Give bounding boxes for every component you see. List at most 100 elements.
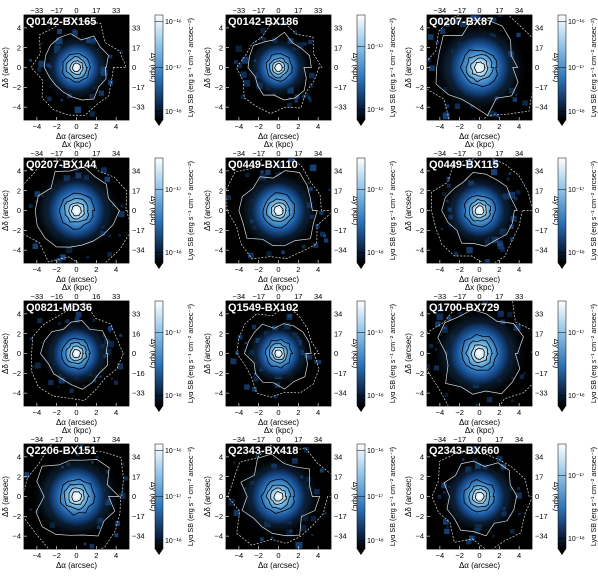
y-tick-label: 4 — [17, 309, 21, 318]
right-tick-label: −34 — [334, 389, 347, 398]
right-tick-label: −17 — [132, 512, 145, 521]
emission-map — [227, 444, 331, 549]
y-tick-label: 2 — [420, 472, 424, 481]
panel-title: Q0449-BX115 — [429, 159, 499, 171]
x-tick-label: 4 — [114, 122, 118, 131]
x-tick-label: −4 — [33, 122, 42, 131]
x-tick-label: 4 — [114, 265, 118, 274]
x-tick-label: −2 — [254, 551, 263, 560]
top-tick-label: 0 — [477, 292, 481, 301]
y-tick-label: 2 — [420, 43, 424, 52]
top-tick-label: 16 — [92, 292, 100, 301]
right-tick-label: 0 — [535, 492, 539, 501]
top-tick-label: −33 — [31, 292, 44, 301]
y-tick-label: −4 — [415, 246, 424, 255]
colorbar-label: Lyα SB (erg s⁻¹ cm⁻² arcsec⁻²) — [186, 161, 195, 260]
top-tick-label: 17 — [92, 435, 100, 444]
panel-title: Q0449-BX110 — [228, 159, 298, 171]
x-tick-label: 2 — [296, 408, 300, 417]
right-tick-label: −34 — [334, 246, 347, 255]
x-tick-label: 0 — [74, 122, 78, 131]
y-axis-label: Δδ (arcsec) — [203, 333, 212, 374]
right-tick-label: 34 — [535, 23, 543, 32]
x-tick-label: −2 — [254, 122, 263, 131]
panel: Q1700-BX729 −4 −2 0 2 4 4 2 0 −2 −4 −33 −17 0 17 33 33 17… — [404, 283, 598, 427]
right-tick-label: −17 — [132, 83, 145, 92]
x-top-axis-label: Δx (kpc) — [62, 283, 92, 292]
right-tick-label: 17 — [334, 329, 342, 338]
x-tick-label: 2 — [94, 551, 98, 560]
y-tick-label: 4 — [219, 309, 223, 318]
x-tick-label: −2 — [52, 408, 61, 417]
colorbar-tick-label: 10⁻¹⁷ — [568, 65, 585, 72]
right-tick-label: 0 — [334, 349, 338, 358]
right-tick-label: −34 — [132, 246, 145, 255]
right-tick-label: 0 — [132, 206, 136, 215]
right-tick-label: 0 — [334, 63, 338, 72]
y-tick-label: 2 — [420, 329, 424, 338]
colorbar — [557, 300, 567, 407]
colorbar-label: Lyα SB (erg s⁻¹ cm⁻² arcsec⁻²) — [589, 447, 598, 546]
right-tick-label: 0 — [535, 63, 539, 72]
x-tick-label: −2 — [254, 408, 263, 417]
top-tick-label: 0 — [74, 6, 78, 15]
colorbar — [356, 14, 366, 121]
top-tick-label: −34 — [233, 292, 246, 301]
top-tick-label: −17 — [50, 149, 63, 158]
colorbar-label: Lyα SB (erg s⁻¹ cm⁻² arcsec⁻²) — [589, 304, 598, 403]
top-tick-label: 34 — [515, 149, 523, 158]
right-tick-label: −17 — [535, 512, 548, 521]
y-tick-label: −4 — [12, 103, 21, 112]
y-tick-label: 0 — [219, 492, 223, 501]
right-tick-label: 34 — [132, 452, 140, 461]
y-axis-label: Δδ (arcsec) — [203, 190, 212, 231]
right-tick-label: 16 — [132, 329, 140, 338]
y-tick-label: 2 — [219, 329, 223, 338]
y-tick-label: 0 — [420, 63, 424, 72]
right-tick-label: 0 — [334, 492, 338, 501]
right-tick-label: 33 — [334, 23, 342, 32]
right-tick-label: 17 — [334, 472, 342, 481]
right-tick-label: −34 — [132, 532, 145, 541]
right-tick-label: −34 — [535, 103, 548, 112]
panel-title: Q0821-MD36 — [26, 302, 92, 314]
y-tick-label: −2 — [415, 512, 424, 521]
colorbar — [557, 443, 567, 550]
top-tick-label: −34 — [434, 435, 447, 444]
colorbar-tick-label: 10⁻¹⁷ — [165, 187, 182, 194]
x-tick-label: −4 — [235, 122, 244, 131]
right-tick-label: 34 — [334, 452, 342, 461]
right-tick-label: −17 — [535, 226, 548, 235]
x-tick-label: 0 — [477, 408, 481, 417]
emission-map — [30, 302, 126, 401]
colorbar-tick-label: 10⁻¹⁶ — [165, 448, 182, 455]
x-tick-label: 2 — [296, 122, 300, 131]
colorbar-tick-label: 10⁻¹⁷ — [568, 473, 585, 480]
y-tick-label: 2 — [17, 472, 21, 481]
x-tick-label: −4 — [33, 265, 42, 274]
right-tick-label: 34 — [334, 166, 342, 175]
x-tick-label: 4 — [316, 122, 320, 131]
right-tick-label: 0 — [535, 349, 539, 358]
y-axis-label: Δδ (arcsec) — [404, 47, 413, 88]
right-tick-label: 17 — [535, 472, 543, 481]
y-tick-label: 0 — [219, 206, 223, 215]
colorbar — [356, 157, 366, 264]
y-tick-label: −2 — [12, 83, 21, 92]
x-tick-label: 2 — [94, 122, 98, 131]
top-tick-label: −16 — [50, 292, 63, 301]
x-tick-label: 0 — [477, 122, 481, 131]
panel-title: Q2206-BX151 — [26, 445, 96, 457]
panel: Q1549-BX102 −4 −2 0 2 4 4 2 0 −2 −4 −34 −17 0 17 34 34 17… — [203, 283, 397, 427]
colorbar — [356, 300, 366, 407]
y-axis-label: Δδ (arcsec) — [404, 190, 413, 231]
panel-title: Q2343-BX418 — [228, 445, 298, 457]
colorbar-tick-label: 10⁻¹⁷ — [367, 187, 384, 194]
right-tick-label: 33 — [535, 309, 543, 318]
colorbar-extend-arrow — [357, 120, 365, 126]
y-tick-label: −2 — [12, 369, 21, 378]
top-tick-label: 0 — [74, 435, 78, 444]
top-tick-label: −17 — [453, 6, 466, 15]
top-tick-label: −34 — [31, 149, 44, 158]
